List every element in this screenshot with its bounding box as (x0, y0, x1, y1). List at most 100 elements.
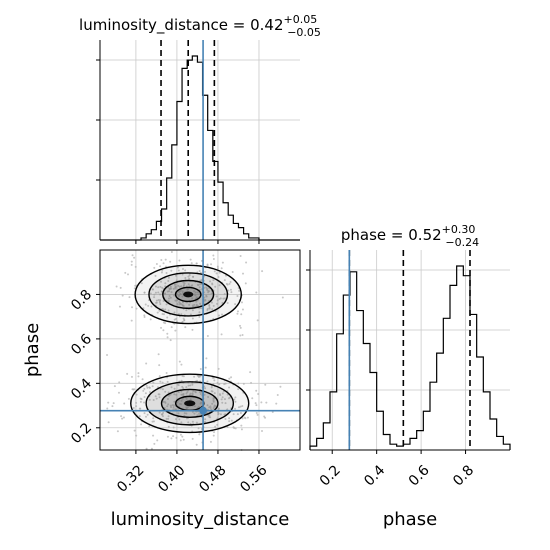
scatter-point (233, 398, 236, 401)
scatter-point (205, 357, 208, 360)
scatter-point (230, 291, 233, 294)
scatter-point (215, 272, 218, 275)
scatter-point (153, 296, 156, 299)
scatter-point (192, 390, 195, 393)
scatter-point (210, 386, 213, 389)
scatter-point (170, 406, 173, 409)
scatter-point (170, 291, 173, 294)
scatter-point (228, 377, 231, 380)
scatter-point (166, 380, 169, 383)
scatter-point (169, 260, 172, 263)
scatter-point (161, 415, 164, 418)
scatter-point (172, 408, 175, 411)
scatter-point (221, 401, 224, 404)
scatter-point (181, 397, 184, 400)
scatter-point (218, 314, 221, 317)
scatter-point (245, 261, 248, 264)
scatter-point (166, 405, 169, 408)
scatter-point (203, 420, 206, 423)
scatter-point (128, 296, 131, 299)
scatter-point (175, 279, 178, 282)
scatter-point (166, 435, 169, 438)
scatter-point (184, 326, 187, 329)
scatter-point (185, 397, 188, 400)
scatter-point (173, 387, 176, 390)
scatter-point (164, 258, 167, 261)
scatter-point (206, 335, 209, 338)
scatter-point (143, 387, 146, 390)
scatter-point (196, 374, 199, 377)
scatter-point (191, 309, 194, 312)
scatter-point (180, 421, 183, 424)
scatter-point (229, 288, 232, 291)
scatter-point (175, 299, 178, 302)
scatter-point (172, 426, 175, 429)
scatter-point (166, 316, 169, 319)
scatter-point (158, 293, 161, 296)
scatter-point (228, 282, 231, 285)
scatter-point (170, 269, 173, 272)
scatter-point (173, 283, 176, 286)
scatter-point (221, 396, 224, 399)
scatter-point (230, 419, 233, 422)
scatter-point (134, 284, 137, 287)
scatter-point (132, 388, 135, 391)
scatter-point (164, 390, 167, 393)
scatter-point (155, 301, 158, 304)
scatter-point (165, 303, 168, 306)
scatter-point (123, 402, 126, 405)
scatter-point (143, 401, 146, 404)
scatter-point (198, 433, 201, 436)
scatter-point (211, 376, 214, 379)
scatter-point (228, 386, 231, 389)
scatter-point (167, 391, 170, 394)
scatter-point (198, 311, 201, 314)
scatter-point (141, 378, 144, 381)
scatter-point (177, 294, 180, 297)
scatter-point (224, 274, 227, 277)
scatter-point (132, 407, 135, 410)
scatter-point (153, 442, 156, 445)
scatter-point (168, 295, 171, 298)
scatter-point (177, 412, 180, 415)
scatter-point (210, 292, 213, 295)
scatter-point (204, 366, 207, 369)
scatter-point (181, 267, 184, 270)
scatter-point (198, 286, 201, 289)
scatter-point (107, 401, 110, 404)
scatter-point (167, 403, 170, 406)
scatter-point (181, 290, 184, 293)
scatter-point (144, 415, 147, 418)
scatter-point (249, 371, 252, 374)
scatter-point (106, 354, 109, 357)
y-axis-label: phase (22, 323, 43, 377)
scatter-point (256, 413, 259, 416)
scatter-point (265, 401, 268, 404)
scatter-point (240, 313, 243, 316)
scatter-point (150, 305, 153, 308)
scatter-point (167, 300, 170, 303)
scatter-point (173, 400, 176, 403)
scatter-point (167, 417, 170, 420)
scatter-point (211, 308, 214, 311)
scatter-point (154, 274, 157, 277)
scatter-point (169, 339, 172, 342)
scatter-point (194, 390, 197, 393)
scatter-point (157, 286, 160, 289)
scatter-point (183, 412, 186, 415)
scatter-point (255, 291, 258, 294)
scatter-point (113, 385, 116, 388)
x-tick-label: 0.48 (196, 462, 229, 495)
scatter-point (167, 394, 170, 397)
scatter-point (135, 307, 138, 310)
scatter-point (203, 393, 206, 396)
scatter-point (166, 336, 169, 339)
scatter-point (212, 400, 215, 403)
scatter-point (139, 407, 142, 410)
scatter-point (216, 299, 219, 302)
scatter-point (126, 372, 129, 375)
scatter-point (218, 284, 221, 287)
scatter-point (216, 423, 219, 426)
scatter-point (211, 390, 214, 393)
scatter-point (200, 401, 203, 404)
